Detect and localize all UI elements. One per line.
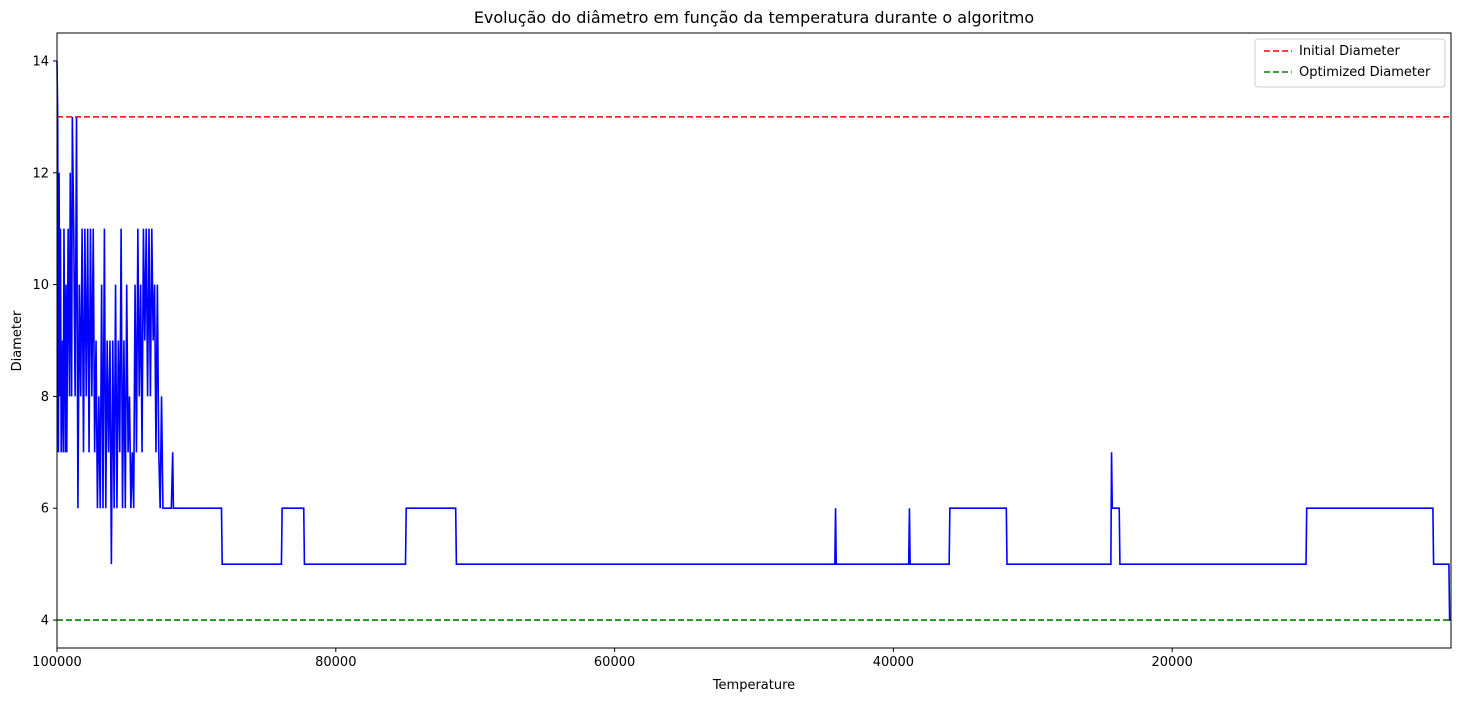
y-axis-label: Diameter (10, 310, 25, 371)
x-tick-label: 80000 (315, 655, 356, 670)
legend: Initial Diameter Optimized Diameter (1254, 38, 1446, 88)
y-tick-label: 12 (32, 166, 49, 181)
y-tick-label: 14 (32, 54, 49, 69)
y-tick-label: 4 (41, 614, 49, 629)
y-tick-label: 10 (32, 278, 49, 293)
x-tick-label: 60000 (594, 655, 635, 670)
diameter-series-line (56, 60, 1451, 621)
x-tick-label: 100000 (32, 655, 82, 670)
x-tick-label: 40000 (873, 655, 914, 670)
legend-label-optimized: Optimized Diameter (1299, 65, 1431, 80)
legend-label-initial: Initial Diameter (1299, 44, 1400, 59)
x-tick-label: 20000 (1152, 655, 1193, 670)
y-tick-label: 8 (41, 390, 49, 405)
legend-box (1254, 38, 1446, 88)
x-axis-label: Temperature (712, 678, 795, 693)
chart-title: Evolução do diâmetro em função da temper… (474, 8, 1034, 27)
y-tick-label: 6 (41, 502, 49, 517)
plot-frame (56, 32, 1452, 649)
